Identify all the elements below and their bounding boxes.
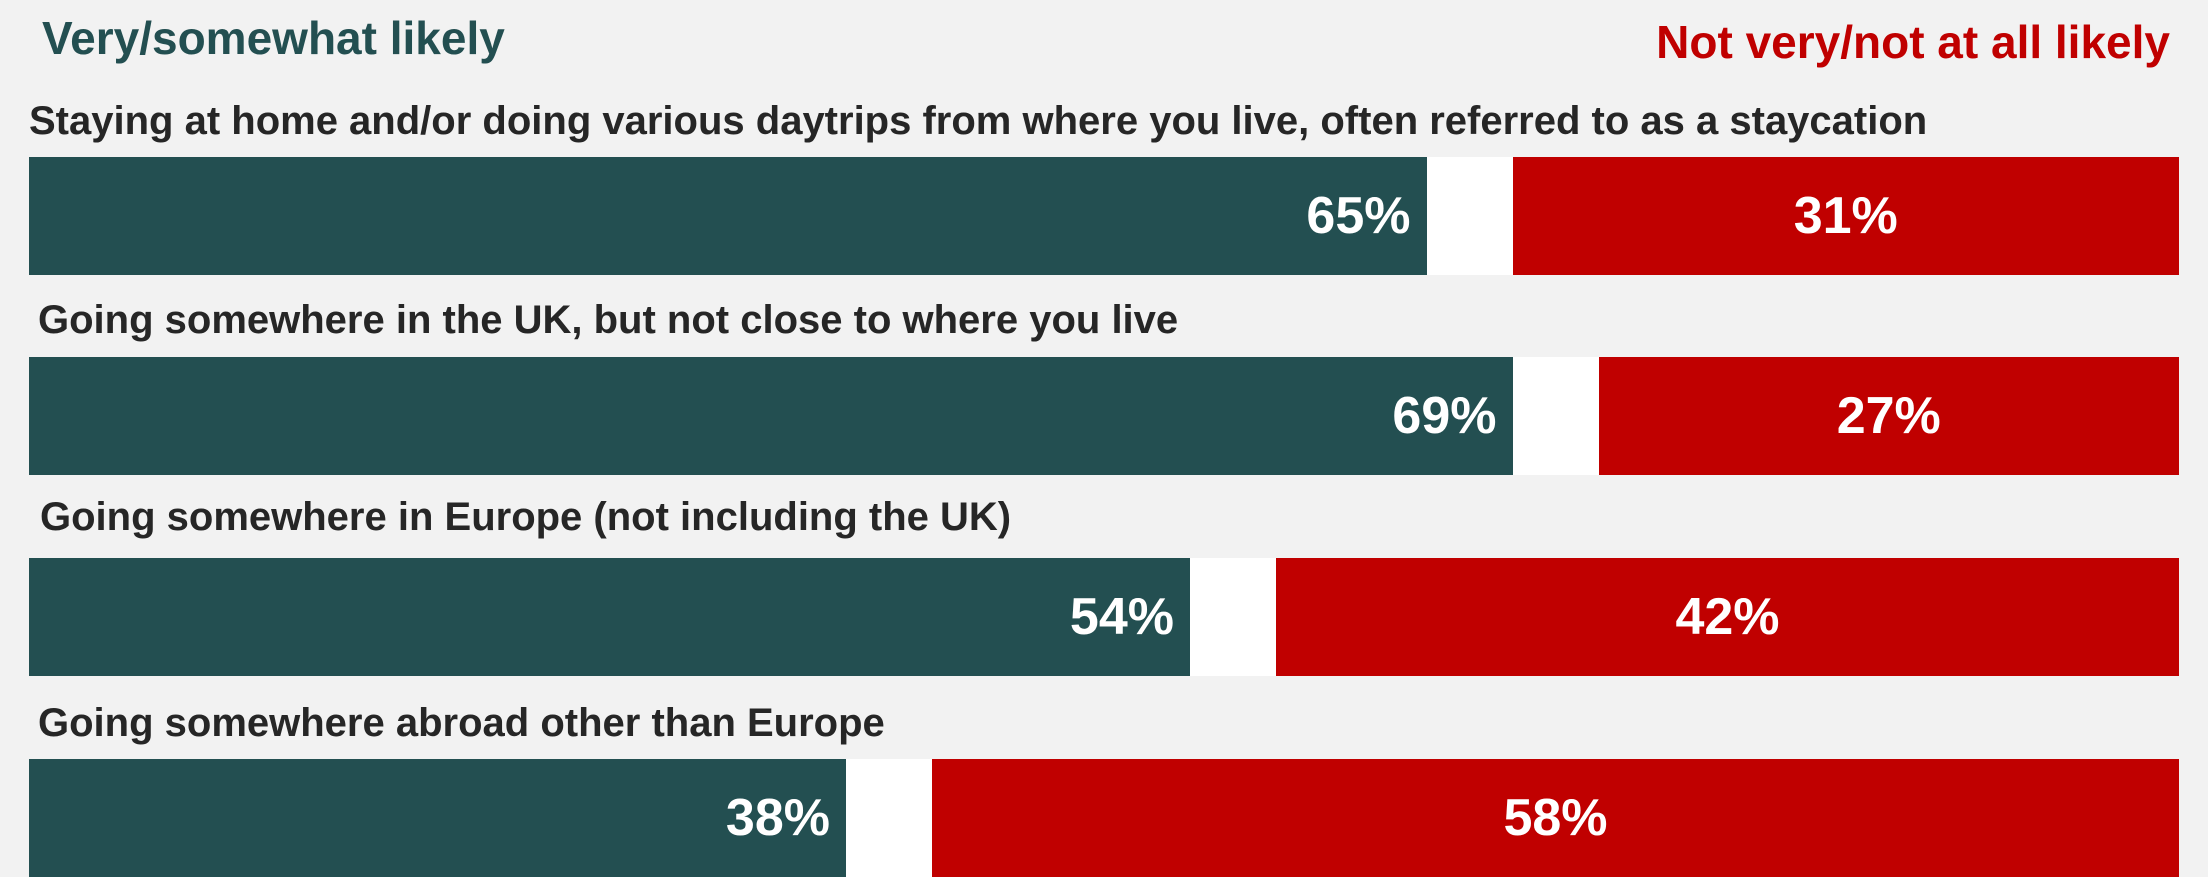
legend-not-likely: Not very/not at all likely bbox=[1656, 16, 2170, 68]
bar-not-likely: 42% bbox=[1276, 558, 2179, 676]
bar-likely: 69% bbox=[29, 357, 1513, 475]
bar-not-likely: 58% bbox=[932, 759, 2179, 877]
bar-row: 54% 42% bbox=[29, 558, 2179, 676]
question-label: Going somewhere abroad other than Europe bbox=[38, 701, 885, 745]
bar-likely: 38% bbox=[29, 759, 846, 877]
question-label: Staying at home and/or doing various day… bbox=[29, 99, 1928, 143]
bar-likely: 54% bbox=[29, 558, 1190, 676]
bar-row: 65% 31% bbox=[29, 157, 2179, 275]
bar-row: 38% 58% bbox=[29, 759, 2179, 877]
question-label: Going somewhere in Europe (not including… bbox=[40, 495, 1012, 539]
bar-row: 69% 27% bbox=[29, 357, 2179, 475]
question-label: Going somewhere in the UK, but not close… bbox=[38, 298, 1179, 342]
bar-not-likely: 27% bbox=[1598, 357, 2179, 475]
bar-not-likely: 31% bbox=[1512, 157, 2179, 275]
bar-likely: 65% bbox=[29, 157, 1427, 275]
legend-likely: Very/somewhat likely bbox=[42, 12, 505, 64]
